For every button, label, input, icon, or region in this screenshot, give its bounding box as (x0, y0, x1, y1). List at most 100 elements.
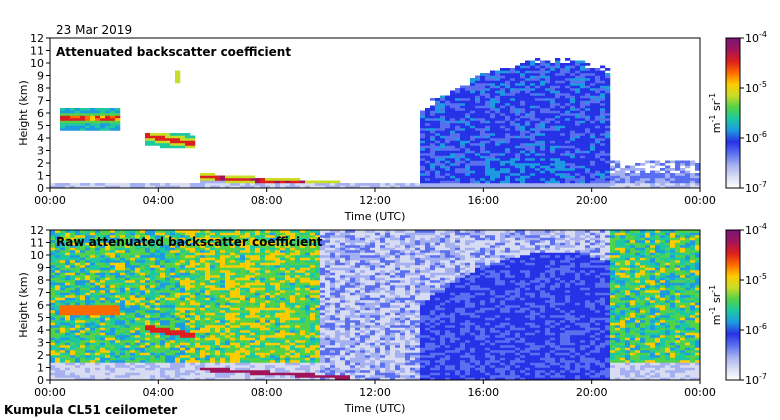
heatmap-cell (160, 245, 166, 248)
heatmap-cell (100, 352, 106, 356)
heatmap-cell (200, 290, 206, 293)
heatmap-cell (585, 108, 591, 111)
heatmap-cell (100, 300, 106, 303)
heatmap-cell (85, 367, 91, 371)
heatmap-cell (485, 145, 491, 149)
colorbar-tick-label: 10-7 (745, 180, 767, 195)
heatmap-cell (155, 342, 161, 346)
heatmap-cell (250, 287, 256, 291)
heatmap-cell (590, 93, 596, 96)
heatmap-cell (110, 355, 116, 358)
heatmap-cell (235, 252, 241, 256)
heatmap-cell (470, 183, 476, 186)
heatmap-cell (70, 265, 76, 268)
heatmap-cell (215, 360, 221, 363)
heatmap-cell (180, 292, 186, 296)
heatmap-cell (215, 372, 221, 376)
heatmap-cell (465, 175, 471, 179)
heatmap-cell (75, 128, 81, 131)
heatmap-cell (205, 325, 211, 328)
heatmap-cell (660, 178, 666, 181)
heatmap-cell (265, 267, 271, 271)
heatmap-cell (190, 290, 196, 293)
heatmap-cell (110, 282, 116, 286)
heatmap-cell (105, 128, 111, 131)
heatmap-cell (110, 302, 116, 306)
heatmap-cell (485, 143, 491, 146)
heatmap-cell (160, 315, 166, 318)
heatmap-cell (75, 360, 81, 363)
heatmap-cell (540, 110, 546, 114)
heatmap-cell (55, 377, 61, 381)
heatmap-cell (215, 285, 221, 288)
heatmap-cell (220, 375, 226, 378)
heatmap-cell (525, 133, 531, 136)
heatmap-cell (215, 365, 221, 368)
heatmap-cell (155, 302, 161, 306)
heatmap-cell (80, 352, 86, 356)
heatmap-cell (500, 128, 506, 131)
heatmap-cell (335, 185, 341, 189)
heatmap-cell (510, 73, 516, 76)
heatmap-cell (115, 352, 121, 356)
heatmap-cell (60, 108, 66, 111)
heatmap-cell (600, 175, 606, 179)
heatmap-cell (425, 135, 431, 139)
heatmap-cell (475, 128, 481, 131)
heatmap-cell (515, 138, 521, 141)
heatmap-cell (250, 180, 256, 184)
heatmap-cell (105, 305, 111, 308)
y-tick-label: 4 (37, 132, 44, 145)
heatmap-cell (230, 250, 236, 253)
heatmap-cell (190, 262, 196, 266)
heatmap-cell (175, 78, 181, 81)
heatmap-cell (550, 108, 556, 111)
heatmap-cell (185, 252, 191, 256)
heatmap-cell (255, 365, 261, 368)
heatmap-cell (645, 180, 651, 184)
heatmap-cell (200, 240, 206, 243)
heatmap-cell (245, 242, 251, 246)
heatmap-cell (485, 103, 491, 106)
heatmap-cell (220, 300, 226, 303)
heatmap-cell (425, 110, 431, 114)
heatmap-cell (240, 345, 246, 348)
heatmap-cell (205, 342, 211, 346)
heatmap-cell (570, 125, 576, 129)
heatmap-cell (115, 240, 121, 243)
heatmap-cell (555, 178, 561, 181)
heatmap-cell (140, 232, 146, 236)
heatmap-cell (540, 133, 546, 136)
heatmap-cell (150, 138, 156, 141)
heatmap-cell (190, 257, 196, 261)
heatmap-cell (105, 250, 111, 253)
heatmap-cell (80, 372, 86, 376)
heatmap-cell (225, 250, 231, 253)
heatmap-cell (190, 377, 196, 381)
heatmap-cell (260, 247, 266, 251)
heatmap-cell (155, 297, 161, 301)
heatmap-cell (240, 242, 246, 246)
heatmap-cell (580, 153, 586, 156)
heatmap-cell (250, 345, 256, 348)
heatmap-cell (495, 120, 501, 124)
heatmap-cell (145, 230, 151, 233)
heatmap-cell (60, 125, 66, 129)
heatmap-cell (455, 143, 461, 146)
heatmap-cell (150, 140, 156, 144)
heatmap-cell (85, 295, 91, 298)
heatmap-cell (65, 377, 71, 381)
heatmap-cell (170, 317, 176, 321)
heatmap-cell (550, 163, 556, 166)
heatmap-cell (165, 282, 171, 286)
heatmap-cell (165, 255, 171, 258)
heatmap-cell (155, 322, 161, 326)
heatmap-cell (195, 237, 201, 241)
heatmap-cell (535, 160, 541, 164)
heatmap-cell (565, 78, 571, 81)
heatmap-cell (495, 170, 501, 174)
heatmap-cell (515, 145, 521, 149)
heatmap-cell (155, 295, 161, 298)
heatmap-cell (420, 143, 426, 146)
heatmap-cell (515, 163, 521, 166)
